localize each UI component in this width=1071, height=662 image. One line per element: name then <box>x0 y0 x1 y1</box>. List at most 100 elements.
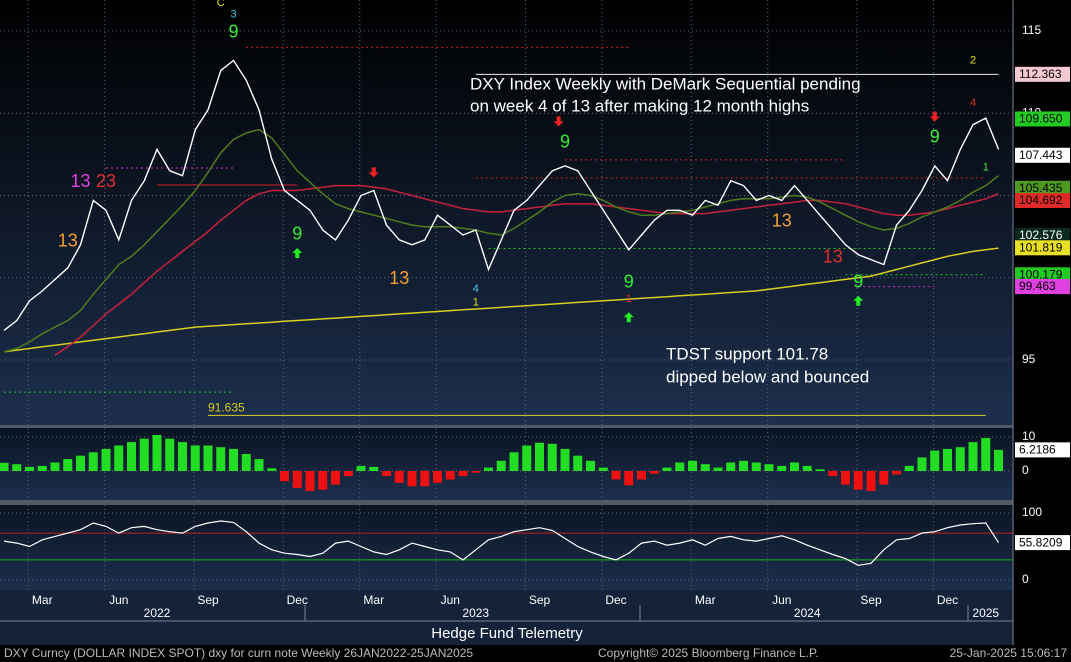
bar <box>713 467 723 472</box>
bar <box>445 471 455 480</box>
moving-average <box>3 128 999 353</box>
bar <box>662 467 672 472</box>
bar <box>356 465 366 472</box>
sequential-count: 23 <box>96 171 116 191</box>
bar <box>152 434 162 472</box>
price-tag-label: 104.692 <box>1019 193 1063 207</box>
bar <box>892 471 901 475</box>
price-tag-label: 100.179 <box>1019 267 1063 281</box>
bar <box>241 454 251 472</box>
bar <box>904 465 914 472</box>
annotation: TDST support 101.78 <box>666 344 828 363</box>
indicator-line <box>3 520 1000 566</box>
price-tag-label: 109.650 <box>1019 112 1063 126</box>
bar <box>0 462 9 472</box>
bar <box>165 438 175 472</box>
sequential-count: 13 <box>58 230 78 250</box>
watermark: Hedge Fund Telemetry <box>431 625 583 642</box>
sequential-count: 4 <box>473 283 479 295</box>
bar <box>76 455 85 472</box>
bar <box>853 471 863 490</box>
bar <box>484 467 493 472</box>
moving-average <box>3 247 999 353</box>
x-tick-label: Dec <box>937 593 958 607</box>
price-tag <box>1015 66 1070 82</box>
y-tick-label: 115 <box>1022 23 1041 37</box>
bar <box>535 442 544 472</box>
annotation: DXY Index Weekly with DeMark Sequential … <box>470 74 861 93</box>
price-tag <box>1015 147 1070 163</box>
x-tick-label: Sep <box>529 593 551 607</box>
bar <box>292 471 302 488</box>
bar <box>968 442 978 472</box>
bar <box>203 445 213 472</box>
footer-right: 25-Jan-2025 15:06:17 <box>950 646 1068 660</box>
footer-center: Copyright© 2025 Bloomberg Finance L.P. <box>598 646 819 660</box>
annotation: dipped below and bounced <box>666 367 869 386</box>
price-tag-label: 107.443 <box>1019 148 1063 162</box>
sequential-count: 3 <box>230 8 236 20</box>
bar <box>560 448 570 472</box>
bar <box>471 471 481 473</box>
bar <box>37 465 47 472</box>
plot-content: Mar Jun Sep Dec Mar Jun Sep Dec Mar Jun Sep Dec 2022… <box>0 0 1070 620</box>
sequential-count: 13 <box>823 247 843 267</box>
bar <box>305 471 315 492</box>
bar <box>267 468 277 472</box>
price-tag <box>1015 227 1070 243</box>
x-tick-label: Dec <box>605 593 626 607</box>
last-value-label: 6.2186 <box>1019 443 1056 457</box>
bar <box>509 452 519 472</box>
footer-left: DXY Curncy (DOLLAR INDEX SPOT) dxy for c… <box>4 646 473 660</box>
bar <box>917 457 927 472</box>
price-tag-label: 102.576 <box>1019 228 1063 242</box>
bar <box>88 452 98 472</box>
bar <box>369 466 379 472</box>
bar <box>981 438 991 472</box>
bar <box>611 471 621 480</box>
bar <box>318 471 328 490</box>
sequential-count: 9 <box>560 132 570 152</box>
moving-average <box>54 184 999 356</box>
bar <box>841 471 850 485</box>
price-tag <box>1015 240 1070 256</box>
bar <box>930 450 940 472</box>
bar <box>688 460 697 472</box>
bar <box>63 459 73 472</box>
price-tag <box>1015 180 1070 196</box>
bar <box>815 469 825 472</box>
bar <box>522 445 532 472</box>
bar <box>777 465 787 472</box>
bar <box>178 442 187 472</box>
bar <box>114 445 124 472</box>
bar <box>573 455 583 472</box>
rsi-panel <box>0 505 1013 590</box>
x-tick-label: Dec <box>287 593 308 607</box>
bar <box>675 462 685 472</box>
sequential-count: 1 <box>626 293 632 305</box>
bar <box>802 465 812 472</box>
signal-arrow <box>929 111 940 122</box>
bar <box>280 471 289 482</box>
price-tag-label: 105.435 <box>1019 181 1063 195</box>
bar <box>254 459 264 472</box>
bar <box>751 462 761 472</box>
annotation: on week 4 of 13 after making 12 month hi… <box>470 96 809 115</box>
x-tick-label: Jun <box>109 593 128 607</box>
bar <box>943 448 952 472</box>
sequential-count: 9 <box>853 271 863 291</box>
sequential-count: 9 <box>228 21 238 41</box>
panel-divider <box>0 500 1013 505</box>
bar <box>382 471 391 477</box>
x-tick-label: Mar <box>363 593 384 607</box>
bar <box>994 449 1003 472</box>
x-tick-label: Jun <box>772 593 791 607</box>
bar <box>739 460 748 472</box>
last-value-tag <box>1015 442 1070 458</box>
x-tick-label: Sep <box>197 593 219 607</box>
x-year-label: 2022 <box>144 606 171 620</box>
price-tag <box>1015 111 1070 127</box>
level-label: 91.635 <box>208 401 245 415</box>
bar <box>433 471 442 483</box>
